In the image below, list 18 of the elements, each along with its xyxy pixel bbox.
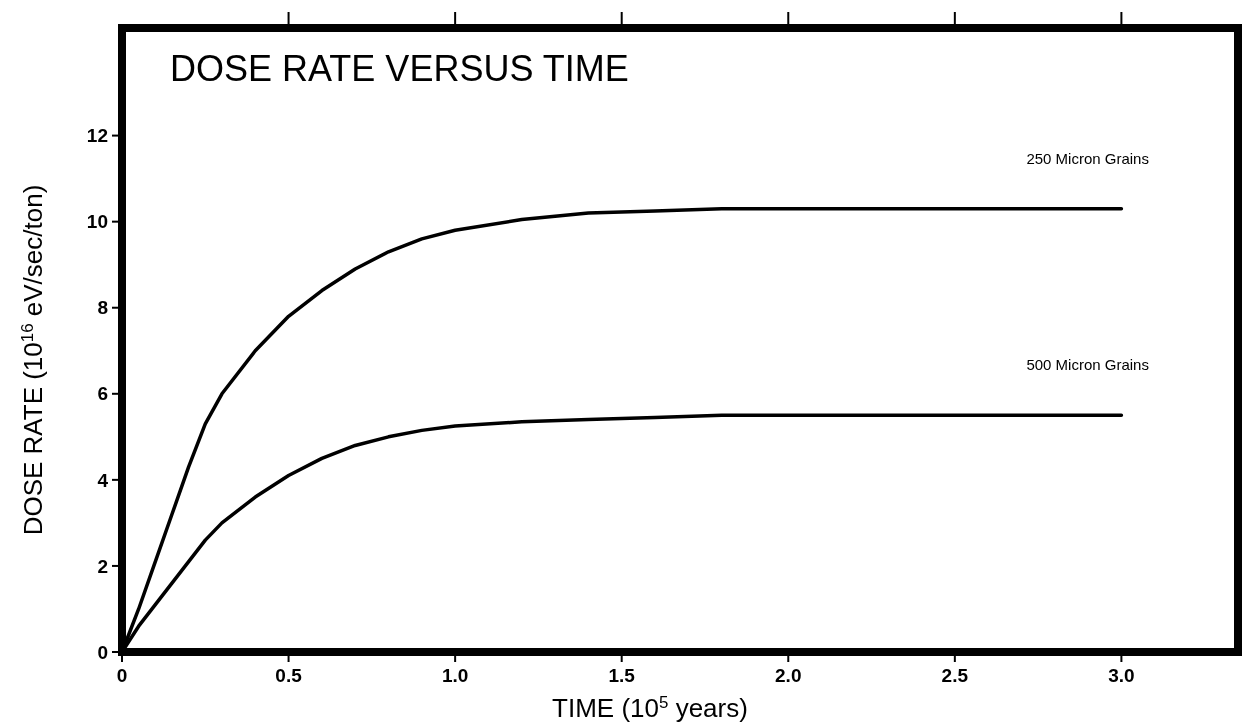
text: 500 Micron Grains [1026,356,1149,374]
x-tick-label: 2.0 [775,665,802,686]
x-tick-label: 1.5 [608,665,636,686]
y-tick-label: 0 [97,641,108,663]
y-tick-label: 4 [97,469,109,491]
x-axis-title: TIME (10$^{5}$ years) [552,692,748,723]
y-tick-label: 12 [86,125,108,147]
x-tick-label: 3.0 [1108,665,1135,686]
text: 250 Micron Grains [1026,149,1149,167]
text: DOSE RATE VERSUS TIME [170,48,629,89]
x-tick-label: 2.5 [941,665,969,686]
x-tick-label: 0 [116,665,128,686]
x-tick-label: 0.5 [275,665,303,686]
y-tick-label: 10 [86,211,108,233]
y-tick-label: 8 [97,297,108,319]
x-tick-label: 1.0 [441,665,469,686]
y-tick-label: 6 [97,383,108,405]
y-tick-label: 2 [97,555,108,577]
